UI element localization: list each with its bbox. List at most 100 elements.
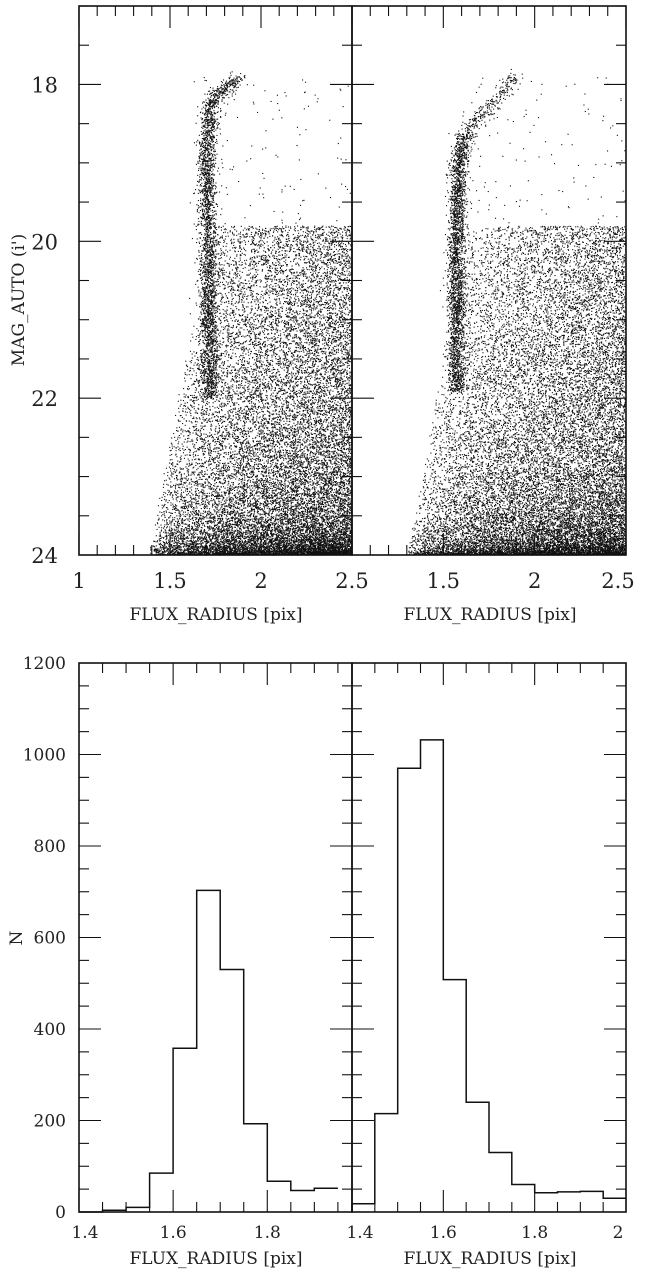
- data-point: [211, 180, 212, 181]
- data-point: [200, 353, 201, 354]
- data-point: [199, 181, 200, 182]
- data-point: [213, 129, 214, 130]
- data-point: [200, 397, 201, 398]
- data-point: [206, 361, 207, 362]
- data-point: [200, 161, 201, 162]
- data-point: [210, 160, 211, 161]
- data-point: [205, 234, 206, 235]
- data-point: [198, 182, 199, 183]
- data-point: [208, 160, 209, 161]
- data-point: [202, 153, 203, 154]
- data-point: [206, 268, 207, 269]
- data-point: [199, 316, 200, 317]
- data-point: [213, 146, 214, 147]
- data-point: [204, 374, 205, 375]
- data-point: [211, 171, 212, 172]
- data-point: [221, 379, 222, 380]
- data-point: [207, 342, 208, 343]
- data-point: [209, 352, 210, 353]
- data-point: [214, 121, 215, 122]
- data-point: [202, 141, 203, 142]
- data-point: [216, 119, 217, 120]
- data-point: [217, 395, 218, 396]
- data-point: [206, 276, 207, 277]
- data-point: [197, 225, 198, 226]
- data-point: [211, 234, 212, 235]
- data-point: [204, 233, 205, 234]
- data-point: [215, 317, 216, 318]
- data-point: [199, 153, 200, 154]
- data-point: [202, 225, 203, 226]
- data-point: [217, 316, 218, 317]
- data-point: [202, 332, 203, 333]
- data-point: [211, 146, 212, 147]
- data-point: [214, 149, 215, 150]
- data-point: [212, 193, 213, 194]
- data-point: [202, 118, 203, 119]
- data-point: [205, 339, 206, 340]
- data-point: [200, 198, 201, 199]
- data-point: [200, 389, 201, 390]
- data-point: [203, 300, 204, 301]
- data-point: [215, 211, 216, 212]
- data-point: [206, 240, 207, 241]
- data-point: [216, 244, 217, 245]
- data-point: [206, 233, 207, 234]
- data-point: [201, 177, 202, 178]
- data-point: [202, 298, 203, 299]
- data-point: [216, 369, 217, 370]
- data-point: [210, 278, 211, 279]
- data-point: [213, 199, 214, 200]
- data-point: [204, 256, 205, 257]
- data-point: [208, 290, 209, 291]
- data-point: [219, 262, 220, 263]
- data-point: [217, 143, 218, 144]
- data-point: [201, 258, 202, 259]
- data-point: [207, 360, 208, 361]
- data-point: [206, 208, 207, 209]
- data-point: [198, 170, 199, 171]
- data-point: [210, 118, 211, 119]
- data-point: [209, 266, 210, 267]
- data-point: [203, 276, 204, 277]
- data-point: [200, 153, 201, 154]
- data-point: [212, 258, 213, 259]
- data-point: [201, 280, 202, 281]
- data-point: [198, 271, 199, 272]
- data-point: [213, 166, 214, 167]
- data-point: [198, 205, 199, 206]
- data-point: [199, 135, 200, 136]
- data-point: [216, 239, 217, 240]
- data-point: [205, 261, 206, 262]
- data-point: [216, 330, 217, 331]
- data-point: [199, 366, 200, 367]
- data-point: [213, 240, 214, 241]
- data-point: [196, 242, 197, 243]
- data-point: [215, 263, 216, 264]
- data-point: [203, 125, 204, 126]
- data-point: [210, 195, 211, 196]
- data-point: [214, 164, 215, 165]
- scatter-panel-left: 182022241 1.5 2: [31, 6, 352, 593]
- data-point: [212, 198, 213, 199]
- data-point: [202, 259, 203, 260]
- data-point: [209, 215, 210, 216]
- data-point: [200, 174, 201, 175]
- data-point: [207, 247, 208, 248]
- data-point: [216, 192, 217, 193]
- data-point: [198, 193, 199, 194]
- data-point: [202, 128, 203, 129]
- data-point: [203, 179, 204, 180]
- data-point: [215, 349, 216, 350]
- data-point: [200, 271, 201, 272]
- data-point: [211, 201, 212, 202]
- data-point: [205, 202, 206, 203]
- data-point: [216, 245, 217, 246]
- data-point: [215, 382, 216, 383]
- data-point: [207, 255, 208, 256]
- data-point: [205, 152, 206, 153]
- data-point: [211, 128, 212, 129]
- data-point: [208, 129, 209, 130]
- data-point: [208, 356, 209, 357]
- data-point: [208, 397, 209, 398]
